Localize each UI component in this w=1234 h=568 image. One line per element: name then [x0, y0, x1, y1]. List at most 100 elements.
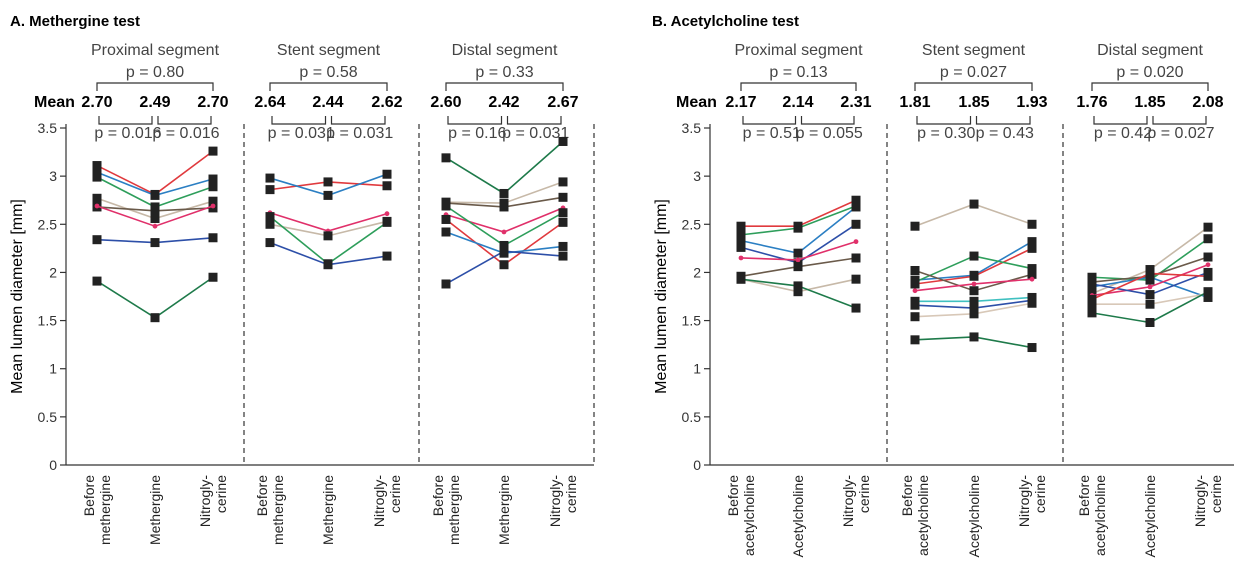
series-point	[441, 227, 451, 237]
series-point	[736, 221, 746, 231]
series-point	[1087, 299, 1097, 309]
mean-value: 2.62	[371, 94, 402, 111]
p-overall-bracket	[96, 82, 214, 91]
y-tick-label: 2	[693, 264, 701, 280]
series-line	[96, 276, 214, 319]
x-tick-label: cerine	[1032, 475, 1048, 513]
p-pair-bracket	[800, 116, 855, 125]
p-pair-label: p = 0.055	[796, 125, 863, 142]
y-tick-label: 0.5	[38, 409, 58, 425]
series-point	[793, 287, 803, 297]
p-pair-label: p = 0.16	[448, 125, 506, 142]
series-point	[92, 235, 102, 245]
series-point	[910, 277, 920, 287]
panel-title: A. Methergine test	[10, 13, 140, 30]
p-overall-label: p = 0.80	[126, 64, 184, 81]
x-tick-label: cerine	[213, 475, 229, 513]
series-point	[969, 286, 979, 296]
series-point	[208, 272, 218, 282]
y-tick-label: 2	[49, 264, 57, 280]
series-point	[1203, 271, 1213, 281]
series-point	[558, 208, 568, 218]
y-axis-label: Mean lumen diameter [mm]	[9, 199, 26, 394]
series-point	[969, 296, 979, 306]
series-point	[1027, 237, 1037, 247]
y-tick-label: 1.5	[682, 313, 702, 329]
mean-value: 2.31	[840, 94, 871, 111]
p-pair-bracket	[742, 116, 797, 125]
mean-value: 1.85	[1134, 94, 1165, 111]
series-point	[969, 309, 979, 319]
mean-value: 2.42	[488, 94, 519, 111]
series-point	[265, 238, 275, 248]
series-point	[558, 177, 568, 187]
y-tick-label: 0.5	[682, 409, 702, 425]
series-point	[323, 190, 333, 200]
series-point	[150, 214, 160, 224]
x-tick-label: Before	[81, 475, 97, 516]
x-tick-label: Nitrogly-	[371, 475, 387, 527]
series-line	[445, 207, 564, 233]
p-pair-bracket	[330, 116, 386, 125]
series-point	[793, 262, 803, 272]
series-point	[382, 251, 392, 261]
series-point	[1203, 234, 1213, 244]
series-point	[152, 223, 158, 229]
p-pair-bracket	[271, 116, 327, 125]
series-point	[969, 303, 979, 313]
series-point	[94, 203, 100, 209]
y-tick-label: 0	[693, 457, 701, 473]
series-point	[150, 206, 160, 216]
series-point	[1145, 317, 1155, 327]
series-point	[1145, 268, 1155, 278]
series-point	[851, 195, 861, 205]
series-point	[793, 281, 803, 291]
series-point	[208, 174, 218, 184]
p-pair-bracket	[447, 116, 503, 125]
series-point	[736, 242, 746, 252]
series-point	[382, 181, 392, 191]
x-tick-label: Nitrogly-	[197, 475, 213, 527]
series-point	[1027, 243, 1037, 253]
series-point	[1087, 272, 1097, 282]
x-tick-label: Before	[899, 475, 915, 516]
series-point	[851, 253, 861, 263]
series-point	[208, 182, 218, 192]
p-pair-bracket	[506, 116, 562, 125]
p-pair-label: p = 0.016	[152, 125, 219, 142]
y-tick-label: 3	[49, 168, 57, 184]
series-point	[736, 274, 746, 284]
mean-value: 2.60	[430, 94, 461, 111]
series-point	[92, 193, 102, 203]
p-overall-bracket	[914, 82, 1033, 91]
series-line	[445, 205, 564, 247]
p-pair-label: p = 0.51	[743, 125, 801, 142]
series-point	[323, 177, 333, 187]
x-tick-label: Methergine	[320, 475, 336, 545]
x-tick-label: Before	[1076, 475, 1092, 516]
y-tick-label: 1	[49, 361, 57, 377]
panel-title: B. Acetylcholine test	[652, 13, 799, 30]
series-point	[208, 196, 218, 206]
p-pair-label: p = 0.43	[976, 125, 1034, 142]
x-tick-label: cerine	[1208, 475, 1224, 513]
series-point	[501, 229, 507, 235]
x-tick-label: acetylcholine	[915, 475, 931, 556]
series-point	[150, 313, 160, 323]
p-pair-label: p = 0.031	[502, 125, 569, 142]
series-point	[969, 332, 979, 342]
mean-value: 2.64	[254, 94, 285, 111]
x-tick-label: Nitrogly-	[1192, 475, 1208, 527]
series-point	[499, 246, 509, 256]
series-point	[910, 221, 920, 231]
series-point	[969, 271, 979, 281]
series-point	[1029, 276, 1035, 282]
mean-value: 2.44	[312, 94, 343, 111]
series-point	[265, 219, 275, 229]
series-point	[851, 274, 861, 284]
segment-name: Distal segment	[1097, 42, 1203, 59]
series-point	[851, 202, 861, 212]
y-tick-label: 2.5	[38, 216, 58, 232]
p-overall-bracket	[740, 82, 857, 91]
series-point	[92, 161, 102, 171]
